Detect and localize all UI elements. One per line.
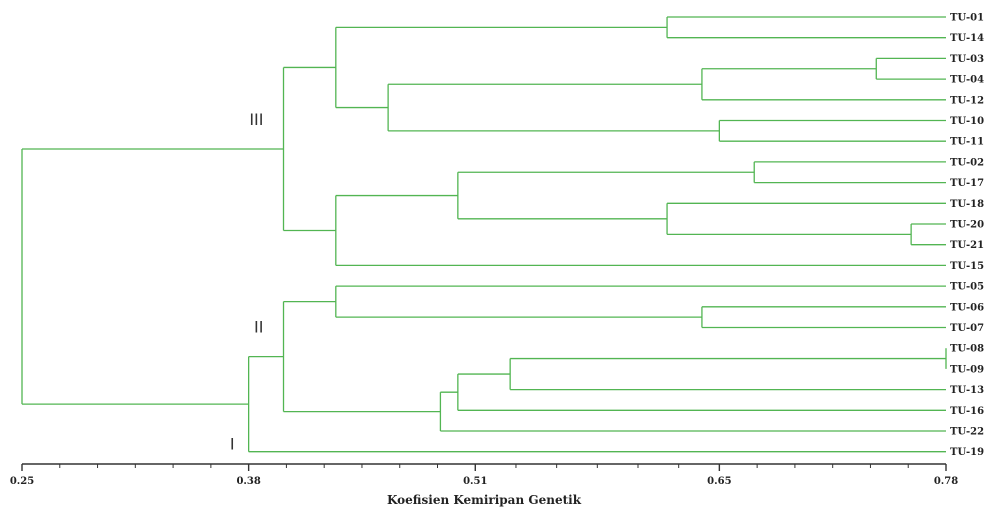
x-axis: 0.25 0.38 0.51 0.65 0.78 Koefisien Kemiripan… [10, 463, 958, 507]
leaf-label: TU-17 [950, 178, 984, 189]
leaf-label: TU-04 [950, 75, 984, 86]
cluster-label: I [230, 435, 235, 454]
leaf-label: TU-19 [950, 447, 984, 458]
leaf-label: TU-15 [950, 261, 984, 272]
x-axis-tick-label: 0.65 [707, 476, 731, 487]
x-axis-title: Koefisien Kemiripan Genetik [387, 493, 582, 507]
leaf-label: TU-14 [950, 33, 984, 44]
leaf-label: TU-02 [950, 157, 984, 168]
leaf-label: TU-21 [950, 240, 984, 251]
leaf-label: TU-22 [950, 427, 984, 438]
dendrogram-branches [21, 16, 947, 453]
x-axis-tick-label: 0.25 [10, 476, 34, 487]
leaf-label: TU-08 [950, 344, 984, 355]
leaf-label: TU-09 [950, 364, 984, 375]
x-axis-tick-label: 0.51 [463, 476, 487, 487]
x-axis-tick-label: 0.78 [934, 476, 958, 487]
cluster-label: III [249, 110, 263, 129]
x-axis-ticks: 0.25 0.38 0.51 0.65 0.78 [10, 464, 958, 487]
leaf-label: TU-12 [950, 95, 984, 106]
leaf-label: TU-11 [950, 137, 984, 148]
leaf-label: TU-03 [950, 54, 984, 65]
leaf-label: TU-13 [950, 385, 984, 396]
leaf-label: TU-18 [950, 199, 984, 210]
leaf-label: TU-10 [950, 116, 984, 127]
cluster-label: II [254, 318, 263, 337]
leaf-label: TU-16 [950, 406, 984, 417]
leaf-label: TU-05 [950, 282, 984, 293]
leaf-label: TU-01 [950, 13, 984, 24]
leaf-label: TU-20 [950, 220, 984, 231]
leaf-label: TU-07 [950, 323, 984, 334]
leaf-labels: TU-01 TU-14 TU-03 TU-04 TU-12 TU-10 TU-11 TU-02… [950, 13, 984, 459]
leaf-label: TU-06 [950, 302, 984, 313]
x-axis-tick-label: 0.38 [236, 476, 260, 487]
